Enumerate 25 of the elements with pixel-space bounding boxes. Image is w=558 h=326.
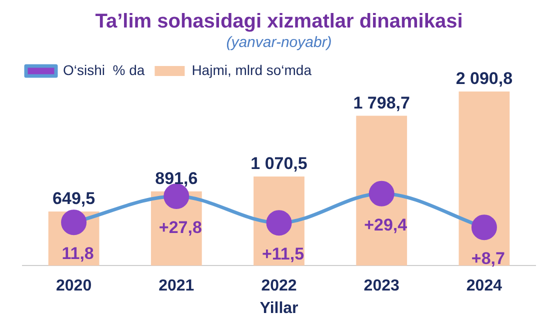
point	[471, 214, 497, 240]
chart-subtitle: (yanvar-noyabr)	[226, 34, 332, 52]
data-label: 11,8	[62, 244, 94, 264]
data-label: +29,4	[364, 215, 408, 234]
x-axis-title: Yillar	[260, 300, 298, 317]
data-label: 649,5	[52, 189, 96, 208]
data-label: 1 798,7	[353, 93, 410, 112]
x-tick-label: 2022	[261, 278, 297, 295]
x-tick-label: 2024	[466, 278, 502, 295]
data-label: 891,6	[155, 169, 198, 188]
data-label: +8,7	[471, 249, 505, 268]
bar	[458, 91, 510, 266]
data-label: +27,8	[158, 218, 202, 237]
data-label: 1 070,5	[250, 154, 308, 174]
x-tick-label: 2020	[56, 278, 92, 295]
data-label: 2 090,8	[456, 69, 513, 88]
data-label: +11,5	[262, 244, 304, 264]
point	[368, 180, 394, 206]
legend-label: Hajmi, mlrd so‘mda	[192, 62, 312, 78]
x-tick-label: 2021	[158, 278, 194, 295]
bar	[356, 116, 408, 266]
x-tick-label: 2023	[364, 278, 400, 295]
legend-label: O‘sishi % da	[63, 62, 145, 78]
chart-title: Ta’lim sohasidagi xizmatlar dinamikasi	[95, 10, 463, 33]
point	[61, 210, 87, 236]
